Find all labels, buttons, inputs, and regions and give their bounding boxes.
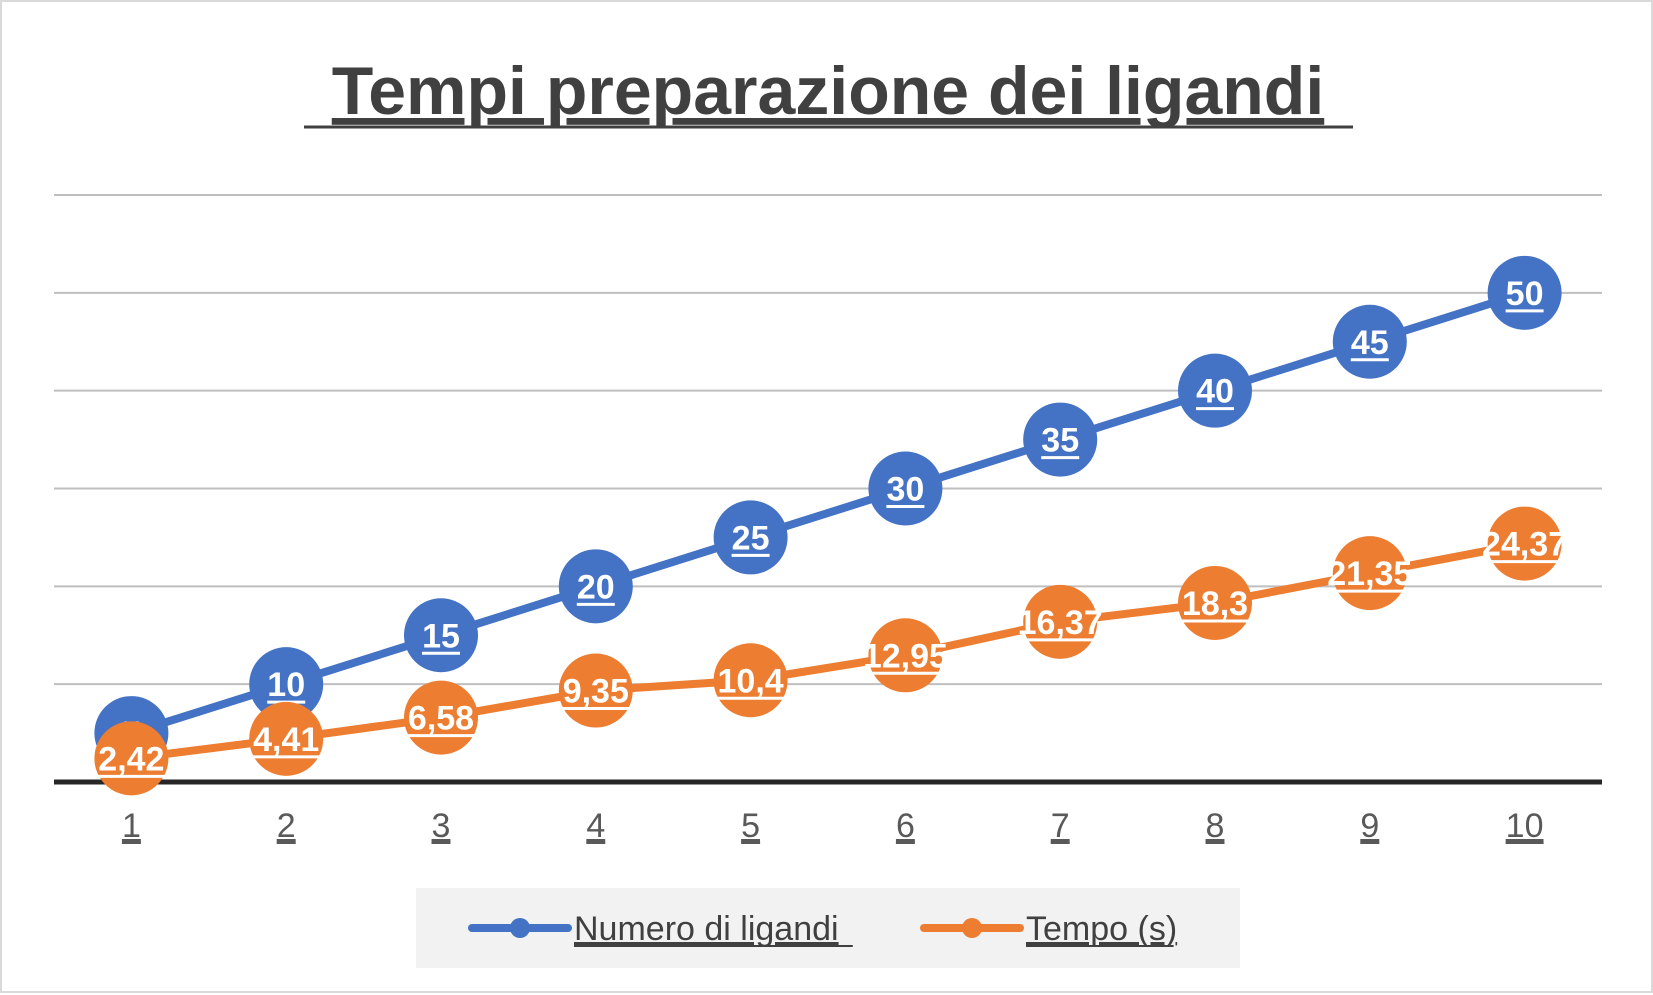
series: 2,42 4,41 6,58 9,35 10,4 12,95 16,37 18,3 21,35 2…	[93, 506, 1573, 796]
x-tick-label: 8	[1206, 807, 1225, 845]
data-label: 50	[1506, 275, 1544, 313]
legend: Numero di ligandi Tempo (s)	[416, 888, 1240, 968]
data-label: 2,42	[98, 740, 164, 778]
data-label: 10,4	[718, 662, 784, 700]
legend-marker	[962, 918, 982, 938]
x-tick-label: 6	[896, 807, 915, 845]
x-tick-label: 1	[122, 807, 141, 845]
data-label: 18,3	[1182, 585, 1248, 623]
data-label: 9,35	[563, 673, 629, 711]
series: 5101520253035404550	[94, 255, 1562, 771]
legend-label: Tempo (s)	[1026, 910, 1177, 948]
gridlines	[54, 194, 1602, 686]
series-layer: 51015202530354045502,424,416,589,3510,41…	[93, 255, 1573, 796]
data-label: 24,37	[1482, 526, 1567, 564]
data-label: 16,37	[1018, 604, 1103, 642]
x-tick-label: 5	[741, 807, 760, 845]
data-label: 45	[1351, 324, 1389, 362]
x-tick-label: 10	[1506, 807, 1544, 845]
data-label: 40	[1196, 373, 1234, 411]
data-label: 10	[267, 666, 305, 704]
series-line	[130, 289, 1526, 737]
chart-title: Tempi preparazione dei ligandi	[332, 53, 1324, 129]
data-label: 30	[886, 471, 924, 509]
data-label: 12,95	[863, 637, 948, 675]
x-axis: 1 2 3 4 5 6 7 8 9 10	[54, 779, 1602, 845]
x-tick-label: 3	[432, 807, 451, 845]
data-label: 21,35	[1327, 555, 1412, 593]
x-tick-label: 4	[586, 807, 605, 845]
data-label: 6,58	[408, 700, 474, 738]
legend-marker	[510, 918, 530, 938]
x-tick-label: 9	[1360, 807, 1379, 845]
legend-label: Numero di ligandi	[574, 910, 839, 948]
x-tick-label: 7	[1051, 807, 1070, 845]
data-label: 35	[1041, 422, 1079, 460]
data-label: 15	[422, 617, 460, 655]
data-label: 25	[732, 519, 770, 557]
series-line	[130, 539, 1526, 763]
x-tick-label: 2	[277, 807, 296, 845]
data-label: 20	[577, 568, 615, 606]
data-label: 4,41	[253, 721, 319, 759]
